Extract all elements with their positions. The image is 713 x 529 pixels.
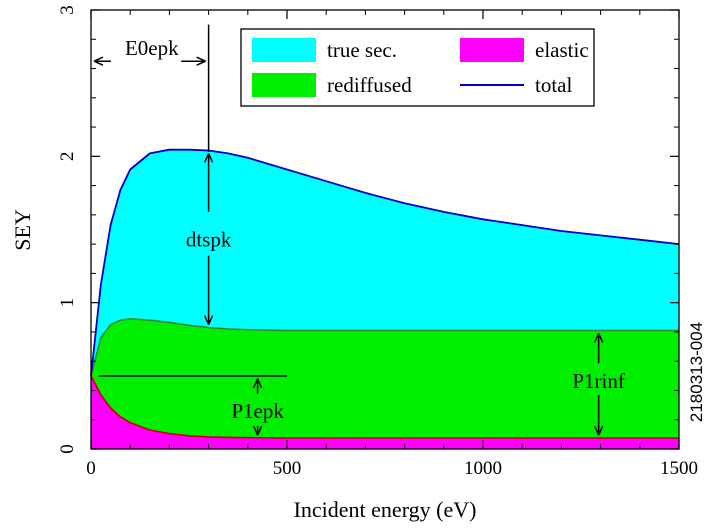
x-tick-label: 0	[86, 458, 96, 479]
plot-frame	[90, 9, 680, 450]
p1rinf-arrow-up	[593, 333, 604, 343]
p1rinf-arrow-down	[593, 425, 604, 436]
y-tick-label: 3	[57, 5, 78, 15]
legend-label: true sec.	[327, 38, 397, 62]
x-tick-label: 500	[273, 458, 302, 479]
x-tick-label: 1000	[464, 458, 502, 479]
axes: 0 500 1000 1500 0 1 2 3	[57, 5, 698, 479]
curve-lines	[90, 148, 680, 439]
area-elastic	[91, 375, 679, 449]
legend-swatch	[460, 38, 524, 62]
dtspk-arrow-down	[203, 315, 214, 325]
p1epk-arrow-down	[252, 425, 263, 436]
e0epk-label: E0epk	[125, 36, 179, 60]
x-tick-label: 1500	[660, 458, 698, 479]
area-rediffused	[91, 318, 679, 438]
legend: true sec. elastic rediffused total	[240, 28, 595, 107]
legend-label: rediffused	[327, 73, 412, 97]
p1epk-label: P1epk	[231, 399, 284, 423]
dtspk-label: dtspk	[186, 228, 232, 252]
dtspk-arrow-up	[203, 153, 214, 163]
e0epk-arrow-left	[93, 56, 104, 66]
e0epk-arrow-right	[196, 56, 206, 66]
legend-label: total	[535, 73, 572, 97]
y-tick-label: 0	[57, 444, 78, 454]
stacked-areas	[91, 149, 679, 449]
x-axis-title: Incident energy (eV)	[294, 497, 477, 522]
side-label: 2180313-004	[687, 322, 706, 422]
annotations: E0epk dtspk P1epk P1rinf	[93, 24, 625, 436]
line-elastic	[90, 375, 679, 439]
y-tick-label: 1	[57, 298, 78, 308]
line-rediffused	[90, 317, 679, 376]
p1epk-arrow-up	[252, 378, 263, 389]
y-axis-title: SEY	[10, 209, 35, 251]
legend-swatch	[252, 38, 316, 62]
line-total	[90, 148, 680, 376]
y-tick-label: 2	[57, 152, 78, 162]
legend-label: elastic	[535, 38, 589, 62]
legend-swatch	[252, 73, 316, 97]
p1rinf-label: P1rinf	[572, 369, 625, 393]
area-true-sec	[91, 149, 679, 376]
